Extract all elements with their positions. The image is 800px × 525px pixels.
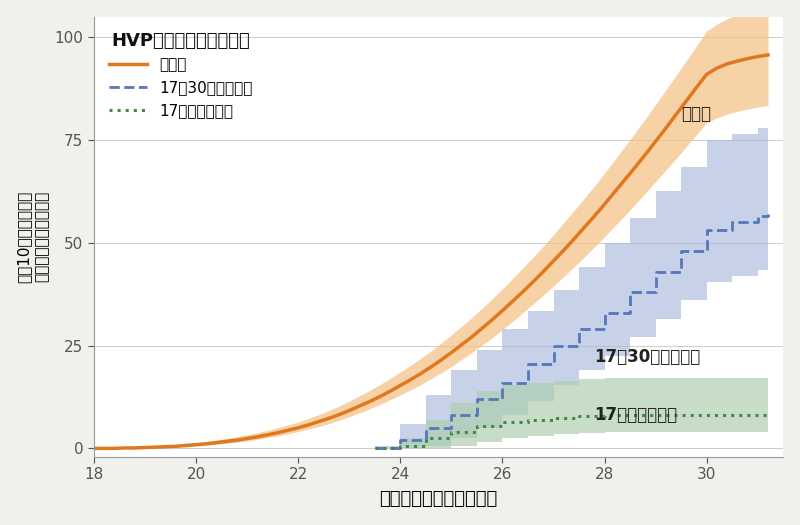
17歳未満に接種	[574, 413, 584, 419]
Line: 17〜30歳時に接種: 17〜30歳時に接種	[374, 214, 768, 448]
Y-axis label: 人口10万人あたりの
累積子宮頸がん発生数: 人口10万人あたりの 累積子宮頸がん発生数	[17, 191, 49, 283]
17歳未満に接種	[549, 414, 558, 421]
17〜30歳時に接種	[498, 380, 507, 386]
17歳未満に接種	[421, 435, 430, 441]
17〜30歳時に接種	[727, 219, 737, 225]
未接種	[395, 382, 405, 388]
17〜30歳時に接種	[446, 412, 456, 418]
17〜30歳時に接種	[472, 396, 482, 402]
未接種	[722, 61, 732, 67]
17〜30歳時に接種	[421, 425, 430, 431]
Line: 未接種: 未接種	[94, 55, 768, 448]
17〜30歳時に接種	[651, 268, 661, 275]
17歳未満に接種	[523, 416, 533, 423]
17歳未満に接種	[753, 412, 762, 418]
17歳未満に接種	[395, 443, 405, 449]
未接種	[365, 398, 374, 405]
Line: 17歳未満に接種: 17歳未満に接種	[374, 415, 768, 448]
17歳未満に接種	[676, 412, 686, 418]
17〜30歳時に接種	[549, 342, 558, 349]
Text: 17〜30歳時に接種: 17〜30歳時に接種	[594, 348, 701, 366]
17歳未満に接種	[763, 412, 773, 418]
17歳未満に接種	[702, 412, 711, 418]
17〜30歳時に接種	[676, 248, 686, 254]
Text: 未接種: 未接種	[681, 106, 711, 123]
17〜30歳時に接種	[763, 211, 773, 217]
Legend: 未接種, 17〜30歳時に接種, 17歳未満に接種: 未接種, 17〜30歳時に接種, 17歳未満に接種	[102, 24, 261, 125]
17歳未満に接種	[472, 423, 482, 429]
17〜30歳時に接種	[523, 361, 533, 367]
17〜30歳時に接種	[574, 326, 584, 332]
未接種	[242, 435, 252, 442]
未接種	[89, 445, 98, 452]
17歳未満に接種	[370, 445, 379, 452]
X-axis label: フォローアップ時の年齢: フォローアップ時の年齢	[379, 490, 498, 508]
17〜30歳時に接種	[753, 213, 762, 219]
Text: 17歳未満に接種: 17歳未満に接種	[594, 406, 678, 424]
17歳未満に接種	[626, 412, 635, 418]
17〜30歳時に接種	[370, 445, 379, 452]
未接種	[600, 201, 610, 207]
17歳未満に接種	[498, 418, 507, 425]
17歳未満に接種	[446, 429, 456, 435]
未接種	[763, 52, 773, 58]
17〜30歳時に接種	[702, 227, 711, 234]
17歳未満に接種	[727, 412, 737, 418]
17〜30歳時に接種	[626, 289, 635, 295]
17歳未満に接種	[600, 412, 610, 418]
未接種	[191, 442, 201, 448]
17〜30歳時に接種	[600, 310, 610, 316]
17〜30歳時に接種	[395, 437, 405, 443]
17歳未満に接種	[651, 412, 661, 418]
